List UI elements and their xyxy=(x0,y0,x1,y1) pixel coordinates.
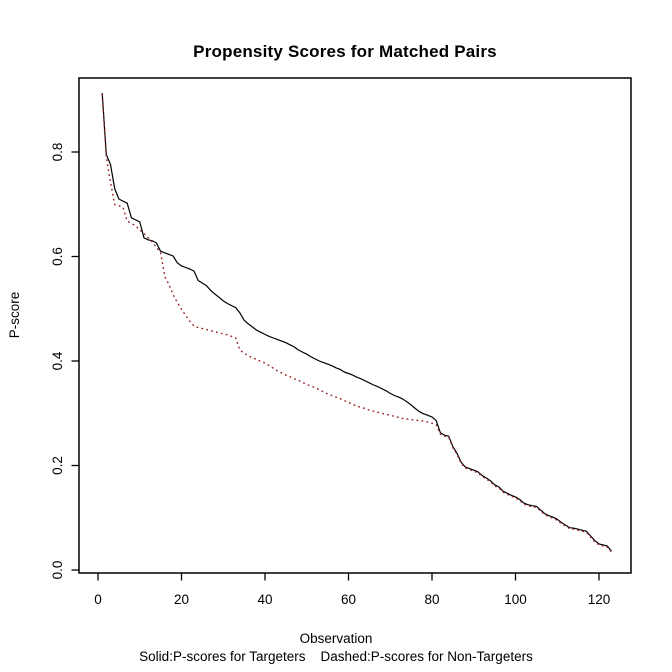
y-tick-label: 0.6 xyxy=(50,247,65,266)
plot-title: Propensity Scores for Matched Pairs xyxy=(193,42,497,61)
x-tick-label: 40 xyxy=(257,592,272,607)
x-tick-label: 100 xyxy=(504,592,527,607)
x-tick-label: 20 xyxy=(174,592,189,607)
y-tick-label: 0.8 xyxy=(50,143,65,162)
plot-box xyxy=(78,77,632,574)
y-axis-label: P-score xyxy=(7,291,22,339)
x-tick-label: 80 xyxy=(424,592,439,607)
y-tick-label: 0.4 xyxy=(50,351,65,370)
legend-note: Solid:P-scores for Targeters Dashed:P-sc… xyxy=(139,649,533,664)
y-tick-label: 0.0 xyxy=(50,561,65,580)
x-tick-label: 60 xyxy=(341,592,356,607)
targeters-line xyxy=(101,92,612,552)
y-tick-label: 0.2 xyxy=(50,456,65,475)
x-tick-label: 120 xyxy=(588,592,611,607)
non-targeters-line xyxy=(101,94,613,553)
x-axis-label: Observation xyxy=(299,631,373,646)
x-tick-label: 0 xyxy=(94,592,102,607)
